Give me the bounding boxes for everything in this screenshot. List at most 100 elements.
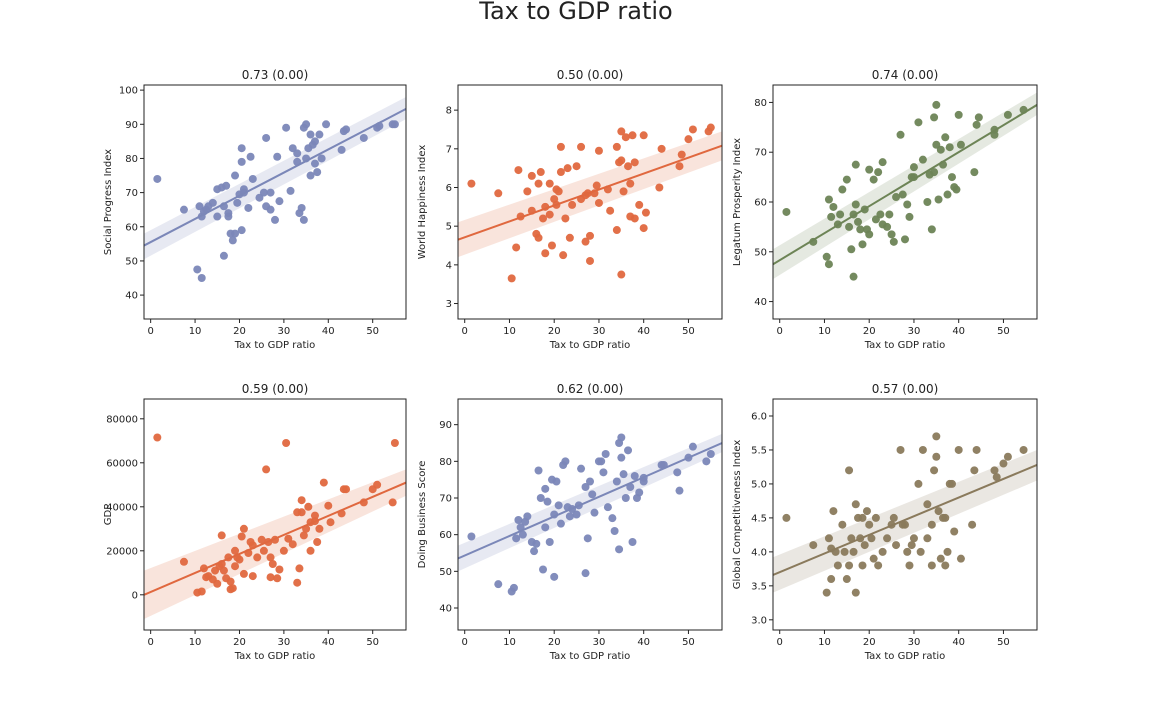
y-tick-label: 80 xyxy=(125,154,138,165)
data-point xyxy=(1019,445,1028,454)
data-point xyxy=(326,518,335,527)
data-point xyxy=(624,162,633,171)
data-point xyxy=(586,231,594,240)
data-point xyxy=(932,452,941,461)
data-point xyxy=(306,130,315,139)
subplot-title: 0.74 (0.00) xyxy=(872,68,939,82)
data-point xyxy=(246,152,255,161)
data-point xyxy=(565,512,574,521)
data-point xyxy=(494,580,503,589)
data-point xyxy=(878,547,887,556)
x-tick-label: 20 xyxy=(863,326,876,337)
data-point xyxy=(885,210,894,219)
data-point xyxy=(592,181,601,190)
data-point xyxy=(572,510,581,519)
x-axis-label: Tax to GDP ratio xyxy=(234,340,316,351)
x-axis-label: Tax to GDP ratio xyxy=(549,340,631,351)
data-point xyxy=(231,229,240,238)
subplot-title: 0.57 (0.00) xyxy=(872,382,939,396)
data-point xyxy=(552,477,561,486)
data-point xyxy=(941,133,950,142)
data-point xyxy=(509,583,518,592)
x-tick-label: 20 xyxy=(548,637,561,648)
data-point xyxy=(532,539,541,548)
data-point xyxy=(612,226,621,235)
data-point xyxy=(306,546,315,555)
x-axis-label: Tax to GDP ratio xyxy=(864,651,946,662)
data-point xyxy=(1003,110,1012,119)
data-point xyxy=(213,579,222,588)
data-point xyxy=(572,162,581,171)
data-point xyxy=(541,523,550,532)
data-point xyxy=(581,569,590,578)
y-tick-label: 70 xyxy=(125,188,138,199)
data-point xyxy=(266,553,275,562)
data-point xyxy=(947,173,956,182)
y-tick-label: 3.5 xyxy=(751,581,767,592)
data-point xyxy=(563,164,572,173)
y-tick-label: 70 xyxy=(439,494,452,505)
data-point xyxy=(266,188,275,197)
data-point xyxy=(297,508,306,517)
data-point xyxy=(617,127,626,136)
data-point xyxy=(934,195,943,204)
y-tick-label: 50 xyxy=(125,256,138,267)
data-point xyxy=(865,520,874,529)
data-point xyxy=(858,513,867,522)
data-point xyxy=(869,554,878,563)
data-point xyxy=(657,144,666,153)
data-point xyxy=(628,131,637,140)
y-tick-label: 5.5 xyxy=(751,445,767,456)
x-axis-label: Tax to GDP ratio xyxy=(549,651,631,662)
x-tick-label: 20 xyxy=(548,326,561,337)
data-point xyxy=(231,562,240,571)
data-point xyxy=(534,466,543,475)
y-tick-label: 3 xyxy=(446,299,452,310)
y-tick-label: 60 xyxy=(439,530,452,541)
data-point xyxy=(923,500,932,509)
data-point xyxy=(388,498,397,507)
subplot-gdp: 0 10 20 30 40 50 0 20000 40000 60000 80000 0.59 (0.… xyxy=(103,382,407,662)
data-point xyxy=(947,479,956,488)
data-point xyxy=(943,547,952,556)
data-point xyxy=(630,472,639,480)
data-point xyxy=(610,527,619,535)
data-point xyxy=(295,564,304,573)
data-point xyxy=(599,468,608,477)
regression-line xyxy=(773,463,1037,576)
y-tick-label: 50 xyxy=(754,247,767,258)
plot-area xyxy=(773,92,1037,281)
data-point xyxy=(706,450,715,458)
x-tick-label: 20 xyxy=(233,637,246,648)
subplot-world-happiness: 0 10 20 30 40 50 3 4 5 6 7 8 0.50 (0.00) Tax to GDP r… xyxy=(417,68,723,351)
data-point xyxy=(539,214,548,223)
data-point xyxy=(901,520,909,529)
data-point xyxy=(208,198,217,207)
regression-line xyxy=(458,144,722,241)
y-tick-label: 6 xyxy=(446,183,452,194)
x-tick-label: 0 xyxy=(462,326,468,337)
data-point xyxy=(322,120,331,129)
data-point xyxy=(313,168,322,177)
data-point xyxy=(934,507,943,516)
data-point xyxy=(847,534,856,543)
data-point xyxy=(310,159,319,168)
x-tick-label: 30 xyxy=(593,637,606,648)
data-point xyxy=(624,446,633,455)
data-point xyxy=(282,123,291,132)
data-point xyxy=(860,541,869,550)
y-axis-label: Doing Business Score xyxy=(417,461,428,569)
subplot-global-competitiveness: 0 10 20 30 40 50 3.0 3.5 4.0 4.5 5.0 5.5 6.0 0.57 (0.… xyxy=(732,382,1038,662)
data-point xyxy=(905,212,914,221)
data-point xyxy=(226,577,235,586)
data-point xyxy=(639,224,648,233)
x-tick-label: 40 xyxy=(637,637,650,648)
data-point xyxy=(865,165,874,174)
y-axis-label: Legatum Prosperity Index xyxy=(732,138,743,266)
data-point xyxy=(601,450,610,458)
data-point xyxy=(539,565,548,574)
data-point xyxy=(849,547,858,556)
data-point xyxy=(675,486,684,495)
data-point xyxy=(222,181,231,190)
data-point xyxy=(836,210,845,219)
